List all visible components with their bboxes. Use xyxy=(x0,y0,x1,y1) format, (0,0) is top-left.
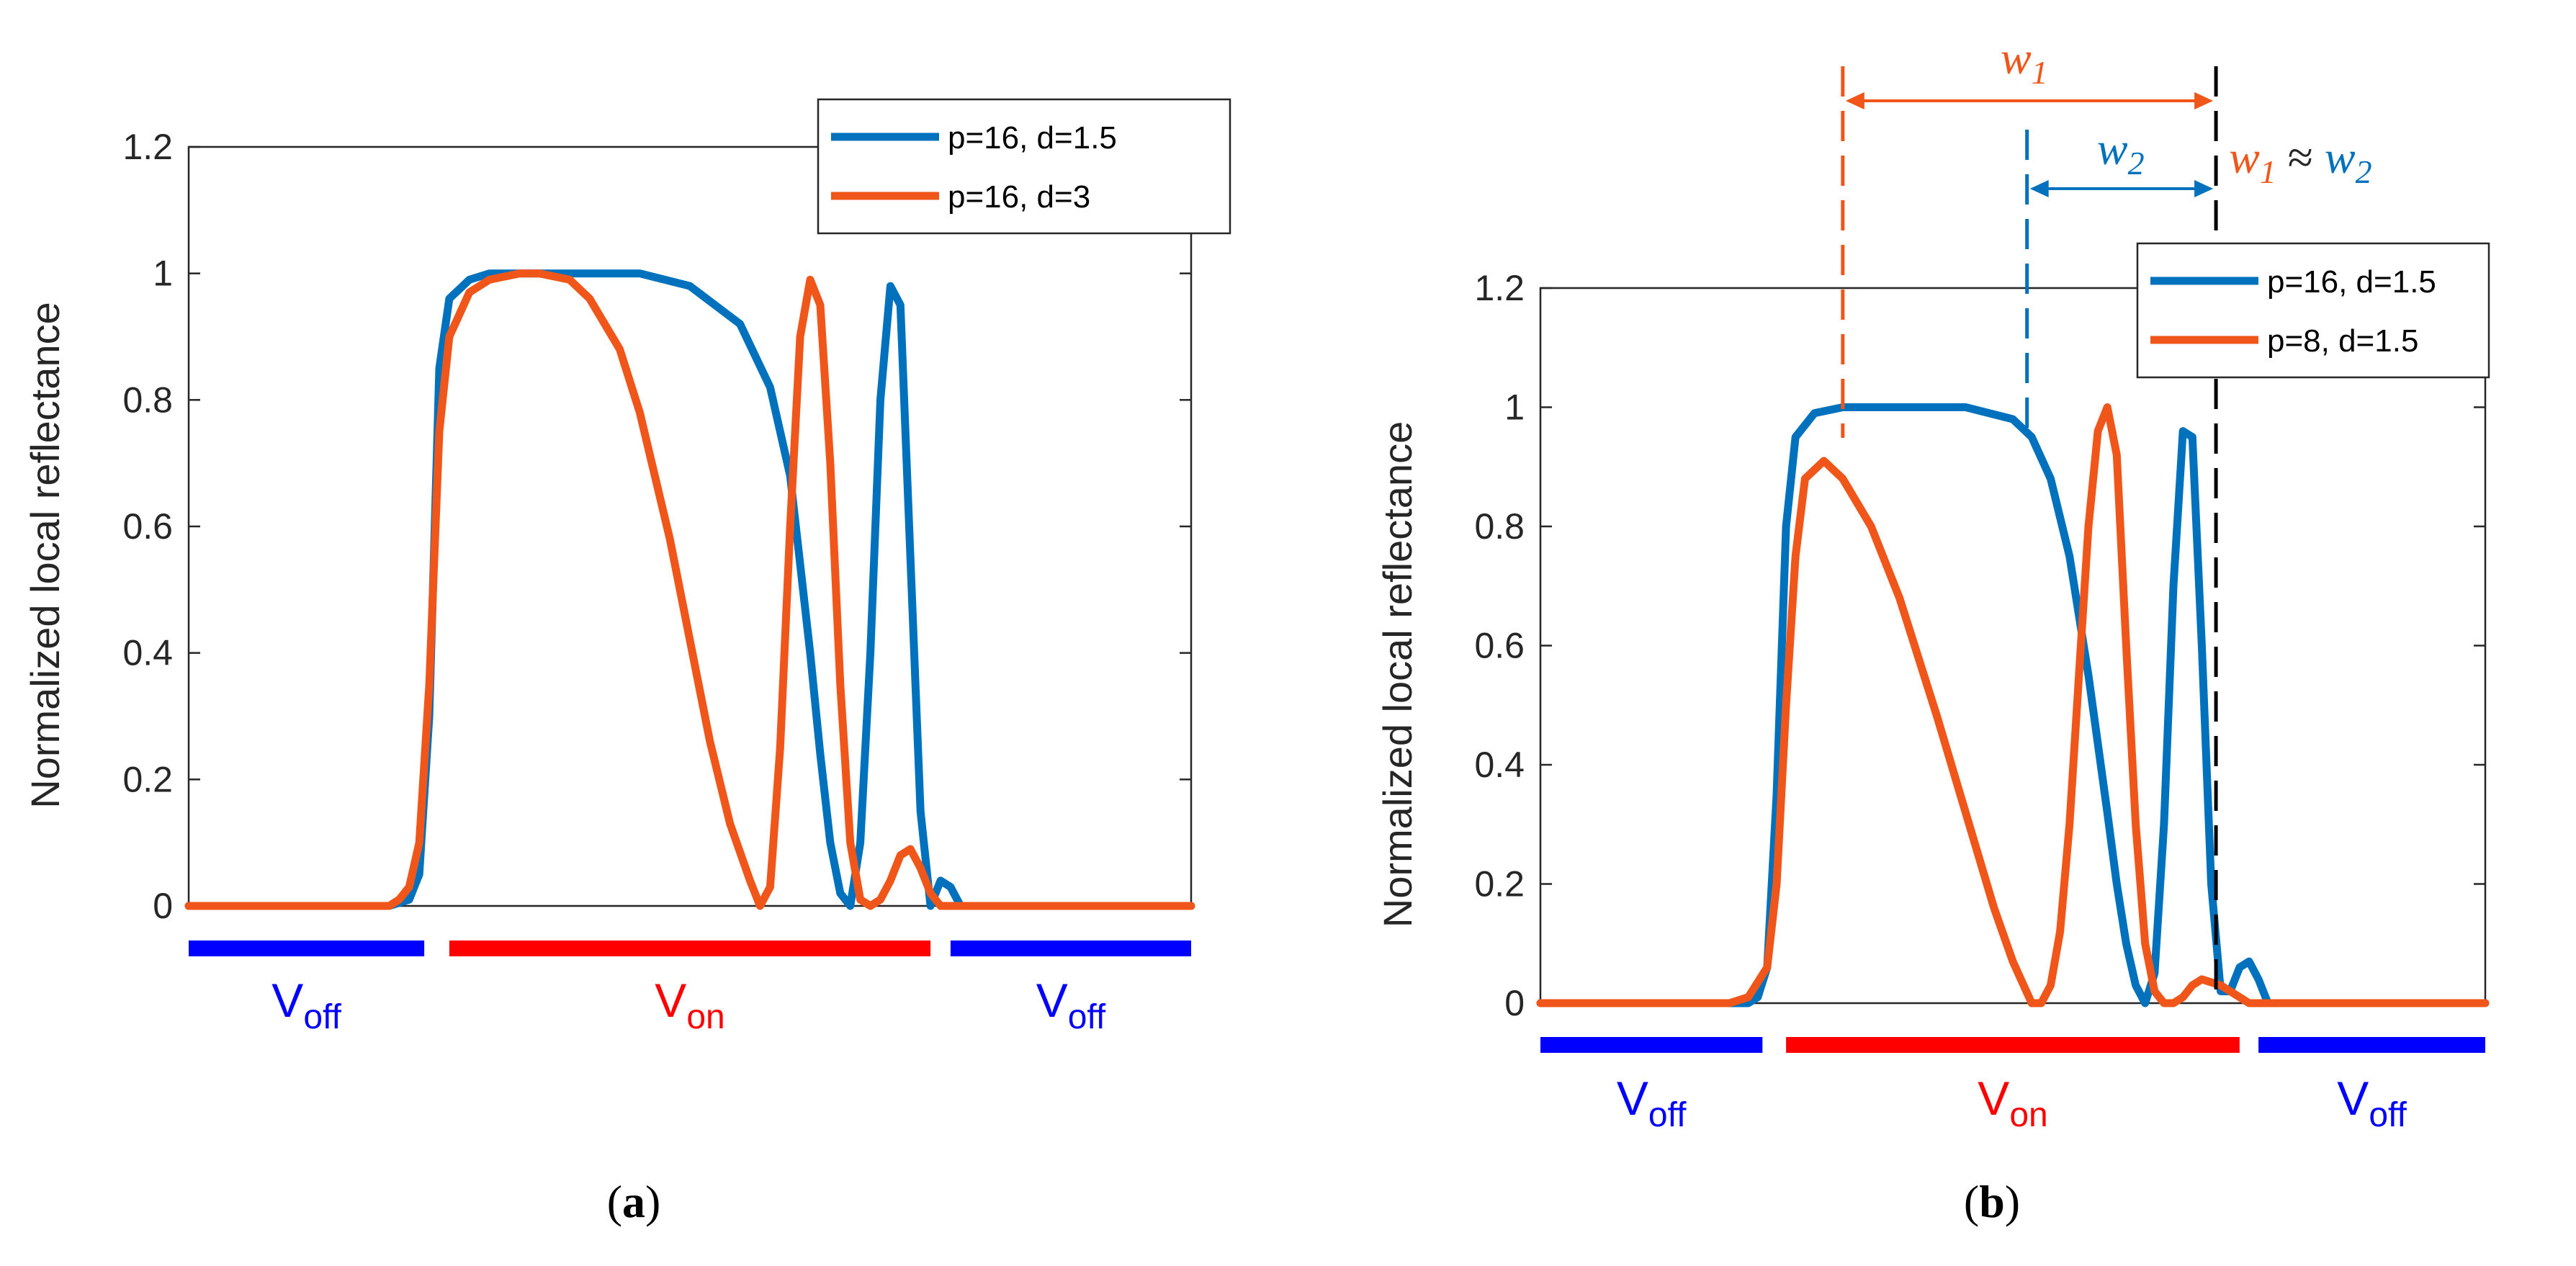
legend: p=16, d=1.5 p=16, d=3 xyxy=(817,98,1231,235)
voltage-label-1: Voff xyxy=(271,974,341,1036)
panel-b: 0 0.2 0.4 0.6 0.8 1 1.2 Normalized local reflec… xyxy=(1375,32,2490,1227)
panel-caption: (a) xyxy=(607,1176,661,1227)
y-tick-label: 0.6 xyxy=(122,506,173,547)
w2-label: w2 xyxy=(2097,123,2145,181)
legend-label-1: p=16, d=1.5 xyxy=(2267,264,2436,300)
series-line-2 xyxy=(184,269,1195,910)
w2-arrowhead-right xyxy=(2194,180,2214,197)
voltage-label-2: Von xyxy=(1978,1072,2047,1134)
y-tick-label: 0.8 xyxy=(122,380,173,420)
y-tick-label: 0.8 xyxy=(1474,506,1525,547)
voltage-bar-3 xyxy=(950,940,1191,956)
voltage-bar-1 xyxy=(1540,1037,1763,1053)
legend-box xyxy=(2136,242,2490,379)
voltage-label-2: Von xyxy=(655,974,724,1036)
y-tick-label: 0.2 xyxy=(122,759,173,799)
w1-label: w1 xyxy=(2001,32,2048,91)
w1-arrowhead-right xyxy=(2194,92,2214,109)
voltage-label-3: Voff xyxy=(2337,1072,2407,1134)
series-line-2 xyxy=(1536,403,2490,1007)
voltage-bar-1 xyxy=(189,940,425,956)
voltage-bar-3 xyxy=(2258,1037,2485,1053)
y-tick-label: 0.4 xyxy=(122,633,173,673)
w1-arrowhead-left xyxy=(1845,92,1864,109)
legend-label-2: p=16, d=3 xyxy=(948,179,1090,215)
series-line-1 xyxy=(1536,403,2490,1007)
y-tick-label: 0 xyxy=(1504,983,1525,1023)
plot-frame xyxy=(1539,287,2487,1005)
panel-a: 0 0.2 0.4 0.6 0.8 1 1.2 Normalized local reflec… xyxy=(22,98,1231,1227)
y-tick-label: 1 xyxy=(153,253,173,294)
y-tick-label: 0.4 xyxy=(1474,745,1525,785)
plot-frame xyxy=(187,145,1193,907)
legend-label-2: p=8, d=1.5 xyxy=(2267,323,2418,359)
w1-approx-w2-label: w1 ≈ w2 xyxy=(2229,132,2372,190)
y-tick-label: 1.2 xyxy=(122,127,173,167)
series-line-1 xyxy=(184,269,1195,910)
panel-caption: (b) xyxy=(1964,1176,2020,1227)
y-tick-label: 1 xyxy=(1504,387,1525,428)
y-tick-label: 0.2 xyxy=(1474,864,1525,904)
y-axis-label: Normalized local reflectance xyxy=(22,302,68,808)
y-tick-label: 1.2 xyxy=(1474,268,1525,308)
legend: p=16, d=1.5 p=8, d=1.5 xyxy=(2136,242,2490,379)
w2-arrowhead-left xyxy=(2029,180,2049,197)
voltage-bar-2 xyxy=(1786,1037,2240,1053)
legend-label-1: p=16, d=1.5 xyxy=(948,120,1117,156)
y-axis-label: Normalized local reflectance xyxy=(1375,421,1420,928)
legend-box xyxy=(817,98,1231,235)
y-tick-label: 0 xyxy=(153,886,173,926)
voltage-bar-2 xyxy=(449,940,931,956)
y-tick-label: 0.6 xyxy=(1474,626,1525,666)
voltage-label-3: Voff xyxy=(1036,974,1106,1036)
voltage-label-1: Voff xyxy=(1617,1072,1687,1134)
